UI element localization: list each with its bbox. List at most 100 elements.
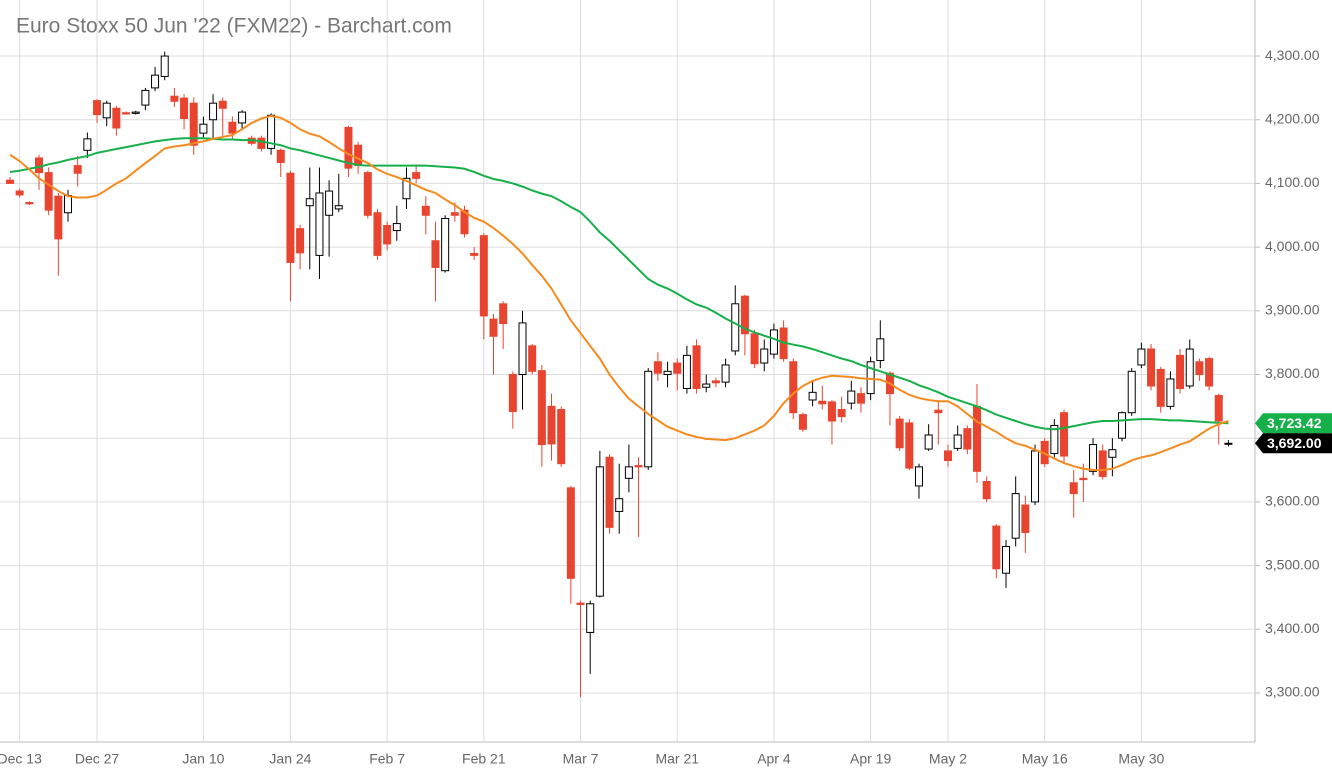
candle-body — [1118, 412, 1127, 439]
candle-body — [363, 172, 372, 216]
candle-body — [373, 212, 382, 256]
candle-body — [1176, 354, 1185, 390]
x-tick-label: Dec 27 — [75, 751, 120, 767]
candle-body — [537, 370, 546, 446]
x-tick-label: Dec 13 — [0, 751, 42, 767]
y-tick-label: 4,000.00 — [1265, 238, 1320, 254]
x-tick-label: May 16 — [1022, 751, 1068, 767]
candle-body — [789, 361, 798, 414]
candle-body — [315, 192, 324, 256]
candle-body — [518, 322, 527, 376]
candle-body — [499, 303, 508, 325]
y-tick-label: 3,500.00 — [1265, 556, 1320, 572]
y-tick-label: 3,900.00 — [1265, 302, 1320, 318]
candle-body — [750, 333, 759, 365]
candle-body — [421, 205, 430, 216]
candle-body — [296, 228, 305, 254]
candle-body — [769, 329, 778, 355]
x-tick-label: Jan 10 — [182, 751, 224, 767]
candle-body — [624, 466, 633, 479]
candle-body — [711, 380, 720, 384]
candle-body — [566, 487, 575, 579]
candle-body — [180, 97, 189, 119]
candle-body — [218, 100, 227, 109]
x-tick-label: Mar 21 — [655, 751, 699, 767]
x-tick-label: Jan 24 — [269, 751, 311, 767]
candle-body — [25, 202, 34, 205]
candle-body — [740, 295, 749, 335]
y-tick-label: 3,400.00 — [1265, 620, 1320, 636]
candle-body — [760, 348, 769, 364]
candle-body — [827, 401, 836, 422]
candle-body — [325, 190, 334, 216]
candle-body — [1205, 358, 1214, 387]
candle-body — [1166, 378, 1175, 407]
candle-body — [1137, 348, 1146, 366]
candle-body — [1031, 450, 1040, 503]
candle-body — [576, 602, 585, 605]
candle-body — [199, 123, 208, 134]
candle-body — [1069, 482, 1078, 495]
candle-body — [64, 195, 73, 214]
candle-body — [1002, 545, 1011, 574]
candle-body — [238, 111, 247, 124]
candle-body — [992, 525, 1001, 570]
candle-body — [1021, 504, 1030, 533]
candle-body — [354, 144, 363, 167]
price-tag-label: 3,692.00 — [1267, 435, 1322, 451]
candle-body — [528, 345, 537, 372]
candle-body — [470, 252, 479, 256]
candle-body — [508, 374, 517, 412]
candle-body — [305, 198, 314, 207]
candle-body — [160, 55, 169, 77]
y-tick-label: 3,300.00 — [1265, 684, 1320, 700]
candle-body — [731, 303, 740, 352]
price-tag — [1255, 413, 1332, 434]
candle-body — [189, 102, 198, 146]
candle-body — [943, 450, 952, 461]
candle-body — [663, 370, 672, 376]
candle-body — [431, 240, 440, 269]
candle-body — [866, 361, 875, 395]
candle-body — [1127, 370, 1136, 414]
candle-body — [73, 165, 82, 174]
candle-body — [547, 405, 556, 445]
candle-body — [334, 205, 343, 210]
x-tick-label: Feb 7 — [369, 751, 405, 767]
candle-body — [934, 409, 943, 414]
plot — [6, 51, 1233, 698]
x-tick-label: May 30 — [1118, 751, 1164, 767]
candle-body — [44, 172, 53, 211]
candle-body — [557, 409, 566, 465]
candle-body — [1147, 348, 1156, 387]
candle-body — [973, 405, 981, 472]
candle-body — [682, 354, 691, 390]
candle-body — [450, 212, 459, 216]
x-tick-label: Apr 19 — [850, 751, 891, 767]
candle-body — [1195, 361, 1204, 376]
candle-body — [257, 137, 266, 149]
candle-body — [209, 102, 218, 121]
candle-body — [383, 224, 392, 245]
candle-body — [1011, 493, 1020, 539]
candle-body — [170, 95, 179, 102]
candle-body — [344, 126, 353, 169]
price-tag — [1255, 433, 1332, 454]
candle-body — [605, 456, 614, 528]
candle-body — [808, 391, 817, 401]
candle-body — [818, 400, 827, 405]
moving-average-line — [9, 114, 1229, 472]
chart-title: Euro Stoxx 50 Jun '22 (FXM22) - Barchart… — [16, 15, 452, 38]
candle-body — [721, 364, 730, 383]
candle-body — [489, 318, 498, 337]
candle-body — [837, 409, 846, 418]
candle-body — [412, 172, 421, 179]
candle-body — [1050, 424, 1059, 454]
x-tick-label: May 2 — [929, 751, 967, 767]
candle-body — [953, 434, 962, 449]
candle-body — [131, 111, 140, 114]
candle-body — [595, 466, 604, 597]
x-tick-label: Feb 21 — [462, 751, 506, 767]
candle-body — [1089, 444, 1098, 472]
